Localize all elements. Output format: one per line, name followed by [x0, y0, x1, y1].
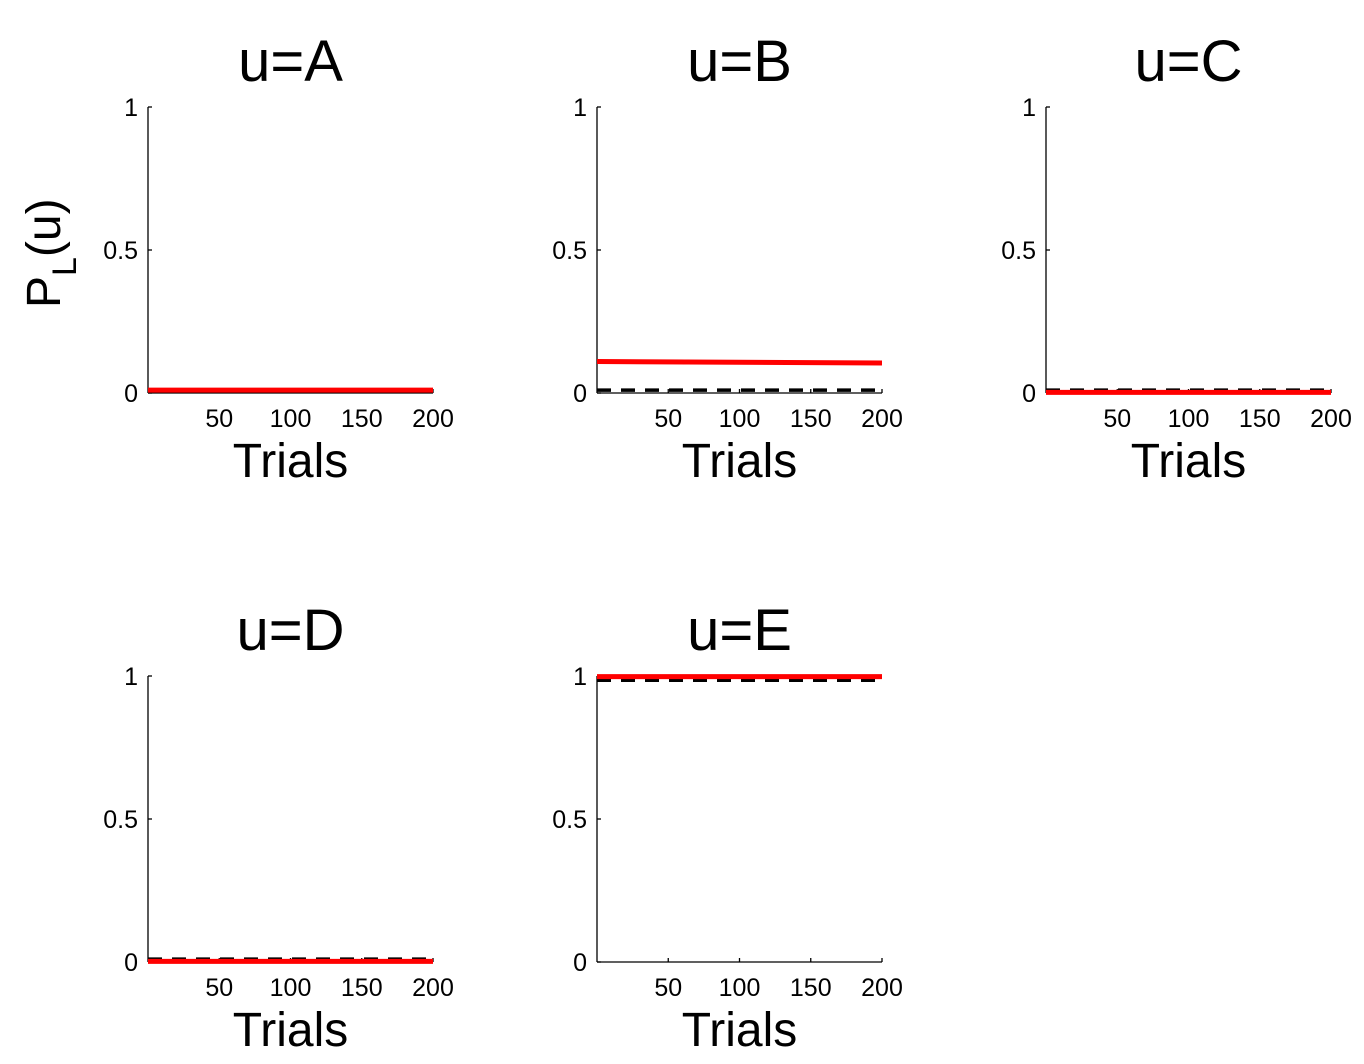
x-tick-label: 200: [412, 405, 454, 433]
x-tick-label: 150: [1239, 405, 1281, 433]
panel-1: u=A 50 100 150 200 0 0.5 1 Trials PL(u): [18, 29, 454, 488]
x-tick-label: 200: [1310, 405, 1352, 433]
y-tick-label: 0.5: [1001, 237, 1036, 265]
x-axis-label: Trials: [233, 435, 349, 488]
y-tick-label: 0: [124, 949, 138, 977]
x-axis-label: Trials: [682, 435, 798, 488]
x-tick-label: 100: [719, 974, 761, 1002]
x-tick-label: 100: [1168, 405, 1210, 433]
panel-title: u=B: [687, 29, 792, 94]
y-tick-label: 0: [573, 949, 587, 977]
x-tick-label: 200: [412, 974, 454, 1002]
y-tick-label: 0.5: [552, 237, 587, 265]
x-tick-label: 100: [270, 405, 312, 433]
y-tick-label: 0.5: [103, 806, 138, 834]
x-tick-label: 200: [861, 974, 903, 1002]
panel-title: u=E: [687, 598, 792, 663]
panel-2: u=B 50 100 150 200 0 0.5 1 Trials: [552, 29, 903, 488]
x-axis-label: Trials: [682, 1004, 798, 1057]
panel-title: u=C: [1134, 29, 1242, 94]
panel-3: u=C 50 100 150 200 0 0.5 1 Trials: [1001, 29, 1352, 488]
panel-title: u=A: [238, 29, 343, 94]
x-tick-label: 50: [205, 974, 233, 1002]
x-tick-label: 150: [790, 974, 832, 1002]
y-tick-label: 1: [573, 94, 587, 122]
y-tick-label: 0.5: [552, 806, 587, 834]
x-tick-label: 150: [790, 405, 832, 433]
series-line-solid: [596, 359, 883, 366]
panel-5: u=E 50 100 150 200 0 0.5 1 Trials: [552, 598, 903, 1057]
x-axis-label: Trials: [1131, 435, 1247, 488]
x-tick-label: 100: [270, 974, 312, 1002]
y-axis-label: PL(u): [18, 198, 84, 308]
x-tick-label: 50: [654, 974, 682, 1002]
x-tick-label: 50: [205, 405, 233, 433]
y-tick-label: 1: [573, 663, 587, 691]
panel-4: u=D 50 100 150 200 0 0.5 1 Trials: [103, 598, 454, 1057]
y-tick-label: 0: [1022, 380, 1036, 408]
x-tick-label: 50: [1103, 405, 1131, 433]
y-tick-label: 1: [124, 94, 138, 122]
y-tick-label: 0.5: [103, 237, 138, 265]
x-axis-label: Trials: [233, 1004, 349, 1057]
y-tick-label: 1: [1022, 94, 1036, 122]
y-tick-label: 0: [573, 380, 587, 408]
y-tick-label: 0: [124, 380, 138, 408]
x-tick-label: 200: [861, 405, 903, 433]
panel-title: u=D: [236, 598, 344, 663]
x-tick-label: 150: [341, 405, 383, 433]
y-tick-label: 1: [124, 663, 138, 691]
x-tick-label: 100: [719, 405, 761, 433]
x-tick-label: 50: [654, 405, 682, 433]
x-tick-label: 150: [341, 974, 383, 1002]
